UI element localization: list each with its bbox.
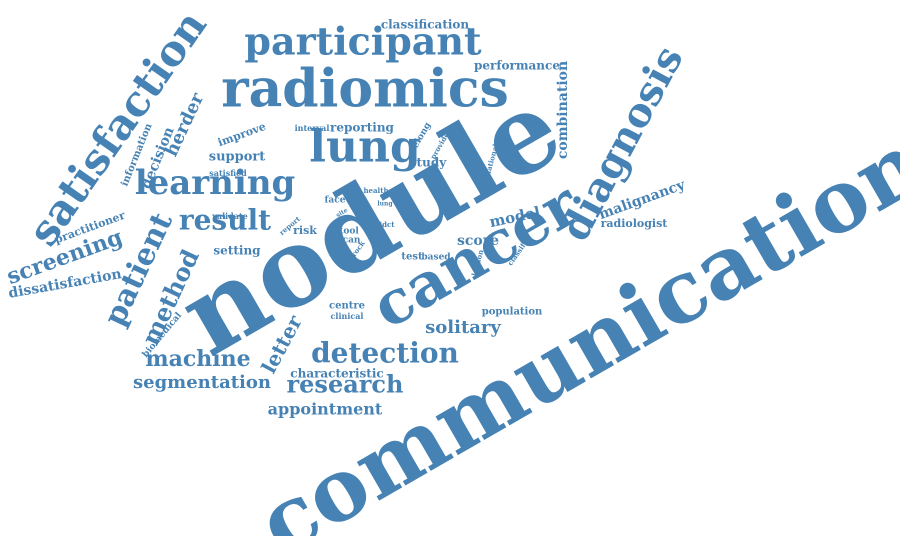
word-solitary: solitary — [425, 317, 501, 338]
word-scan: scan — [338, 236, 361, 246]
word-segmentation: segmentation — [133, 372, 271, 393]
word-face: face — [325, 196, 346, 206]
word-learning: learning — [135, 163, 296, 203]
word-performance: performance — [474, 59, 560, 73]
word-appointment: appointment — [268, 400, 383, 419]
word-study: study — [410, 156, 447, 170]
word-machine: machine — [145, 346, 250, 372]
word-health: health — [363, 186, 388, 195]
word-radiologist: radiologist — [601, 217, 669, 230]
word-lung: lung — [309, 122, 420, 173]
word-satisfied: satisfied — [209, 168, 247, 178]
word-improve: improve — [216, 120, 267, 149]
word-characteristic: characteristic — [290, 367, 383, 381]
word-tool: tool — [339, 227, 359, 237]
word-test: test — [401, 252, 423, 263]
word-centre: centre — [329, 301, 365, 312]
word-classification: classification — [381, 18, 470, 32]
word-score: score — [457, 233, 499, 249]
word-radiomics: radiomics — [221, 59, 509, 120]
word-support: support — [209, 150, 265, 165]
word-lung-small: lung — [377, 201, 393, 208]
word-idct: idct — [379, 220, 395, 229]
word-risk: risk — [293, 224, 317, 237]
word-detection: detection — [311, 337, 459, 370]
word-population: population — [482, 307, 543, 318]
word-result: result — [179, 204, 271, 237]
word-combination: combination — [555, 61, 571, 159]
word-setting: setting — [213, 244, 261, 258]
word-research: research — [287, 370, 404, 399]
word-participant: participant — [244, 19, 482, 64]
word-reporting: reporting — [330, 121, 395, 135]
word-clinical: clinical — [331, 311, 364, 321]
word-interval: interval — [295, 123, 330, 133]
word-validate: validate — [211, 211, 247, 221]
word-based: based — [421, 253, 451, 263]
